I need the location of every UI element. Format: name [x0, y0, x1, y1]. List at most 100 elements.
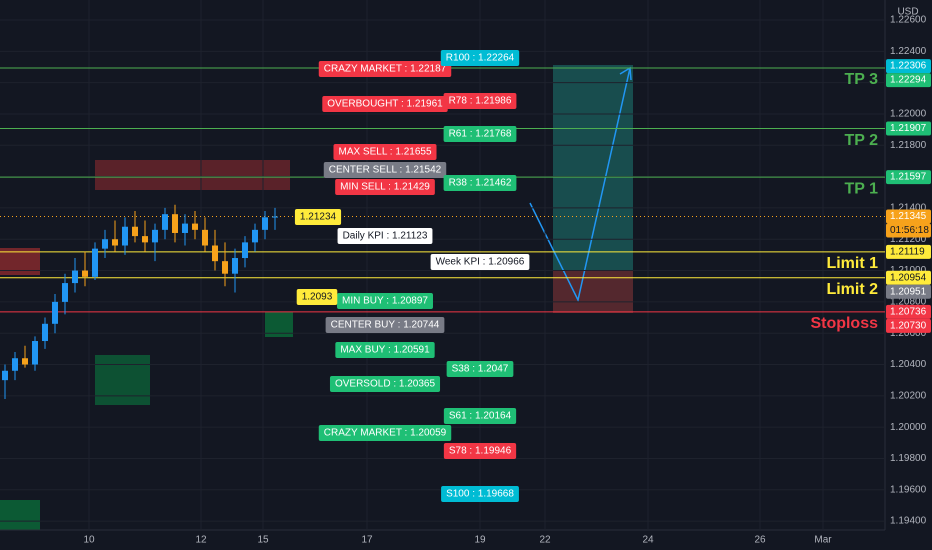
price-tag-label: 1.20954 — [890, 272, 927, 283]
callout-box — [333, 144, 437, 160]
callout: 1.2093 — [296, 289, 338, 305]
candle-body — [112, 239, 118, 246]
callout-text: CRAZY MARKET : 1.22187 — [324, 64, 447, 75]
y-tick-label: 1.21400 — [890, 203, 927, 214]
candle-body — [142, 236, 148, 243]
candle-body — [212, 245, 218, 262]
candle-body — [62, 283, 68, 302]
x-tick-label: 15 — [257, 535, 269, 546]
callout-box — [337, 293, 433, 309]
candle-body — [82, 270, 88, 277]
callout: MIN BUY : 1.20897 — [337, 293, 433, 309]
callout: S38 : 1.2047 — [446, 361, 514, 377]
callout-box — [325, 317, 445, 333]
price-tag — [886, 170, 931, 185]
candle-body — [42, 323, 48, 342]
callout: S78 : 1.19946 — [443, 443, 517, 459]
candle-body — [162, 214, 168, 230]
callout-text: CENTER SELL : 1.21542 — [329, 165, 442, 176]
y-tick-label: 1.19400 — [890, 516, 927, 527]
callout-box — [296, 289, 338, 305]
x-tick-label: 10 — [83, 535, 95, 546]
level-name: TP 1 — [845, 180, 879, 197]
callout-box — [443, 443, 517, 459]
x-tick-label: 24 — [642, 535, 654, 546]
price-tag — [886, 270, 931, 285]
price-tag-label: 1.21907 — [890, 123, 927, 134]
callout: MAX SELL : 1.21655 — [333, 144, 437, 160]
callout-box — [443, 126, 517, 142]
callout-text: CENTER BUY : 1.20744 — [331, 320, 440, 331]
callout: Daily KPI : 1.21123 — [337, 228, 433, 244]
callout-box — [443, 93, 517, 109]
callout: OVERSOLD : 1.20365 — [329, 376, 441, 392]
y-tick-label: 1.22000 — [890, 109, 927, 120]
callout-text: S61 : 1.20164 — [449, 411, 512, 422]
zone — [0, 500, 40, 530]
candle-body — [102, 239, 108, 249]
candle-body — [202, 229, 208, 246]
y-tick-label: 1.19600 — [890, 484, 927, 495]
x-tick-label: 12 — [195, 535, 207, 546]
callout: CENTER BUY : 1.20744 — [325, 317, 445, 333]
callout: CENTER SELL : 1.21542 — [323, 162, 447, 178]
callout: MAX BUY : 1.20591 — [335, 342, 435, 358]
callout-box — [335, 342, 435, 358]
candle-body — [242, 242, 248, 259]
callout-text: MIN BUY : 1.20897 — [342, 296, 428, 307]
candle-body — [52, 301, 58, 324]
callout: Week KPI : 1.20966 — [430, 254, 530, 270]
level-name: Limit 2 — [826, 281, 878, 298]
callout-box — [430, 254, 530, 270]
candle-body — [272, 216, 278, 218]
callout-text: S38 : 1.2047 — [452, 364, 509, 375]
trade-risk-zone — [553, 270, 633, 313]
price-tag — [886, 73, 931, 88]
callout-text: Week KPI : 1.20966 — [436, 257, 525, 268]
price-tag-label: 1.22294 — [890, 75, 927, 86]
callout-text: S100 : 1.19668 — [446, 489, 514, 500]
callout-text: R78 : 1.21986 — [449, 96, 512, 107]
zone — [95, 160, 290, 190]
callout-text: OVERSOLD : 1.20365 — [335, 379, 435, 390]
callout-box — [335, 179, 435, 195]
callout-text: R100 : 1.22264 — [446, 53, 515, 64]
y-tick-label: 1.22400 — [890, 46, 927, 57]
y-tick-label: 1.20200 — [890, 390, 927, 401]
callout: R100 : 1.22264 — [440, 50, 520, 66]
callout: CRAZY MARKET : 1.20059 — [318, 425, 452, 441]
y-tick-label: 1.20800 — [890, 297, 927, 308]
callout-text: MIN SELL : 1.21429 — [340, 182, 430, 193]
callout-text: 1.21234 — [300, 212, 337, 223]
callout: CRAZY MARKET : 1.22187 — [318, 61, 452, 77]
candle-body — [2, 370, 8, 381]
y-tick-label: 1.20400 — [890, 359, 927, 370]
callout-text: Daily KPI : 1.21123 — [343, 231, 428, 242]
callout-text: OVERBOUGHT : 1.21961 — [327, 99, 443, 110]
y-tick-label: 1.21000 — [890, 265, 927, 276]
candle-body — [152, 229, 158, 243]
x-tick-label: Mar — [814, 535, 832, 546]
candle-body — [122, 226, 128, 246]
callout: 1.21234 — [294, 209, 342, 225]
candle-body — [92, 248, 98, 277]
callout-box — [441, 486, 519, 502]
callout: S61 : 1.20164 — [443, 408, 517, 424]
callout-box — [323, 162, 447, 178]
candle-body — [232, 258, 238, 274]
y-tick-label: 1.21800 — [890, 140, 927, 151]
countdown: 01:56:18 — [890, 225, 929, 236]
callout-box — [318, 425, 452, 441]
x-tick-label: 19 — [474, 535, 486, 546]
decor — [0, 65, 633, 530]
price-tag-label: 1.21597 — [890, 172, 927, 183]
zone — [95, 355, 150, 405]
callout-text: MAX SELL : 1.21655 — [338, 147, 431, 158]
price-tag-label: 1.20736 — [890, 307, 927, 318]
candle-body — [262, 217, 268, 230]
candle-body — [222, 261, 228, 274]
candle-body — [252, 229, 258, 243]
price-tag — [886, 318, 931, 333]
